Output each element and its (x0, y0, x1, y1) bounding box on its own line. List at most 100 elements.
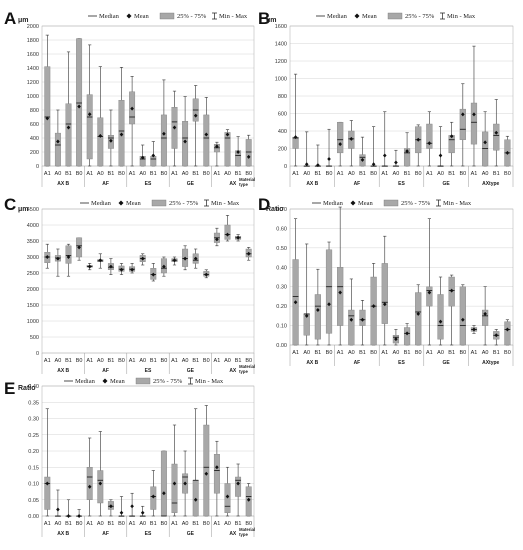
group-label: AF (102, 368, 109, 374)
box-a0 (482, 286, 489, 346)
x-tick-label: B0 (326, 350, 333, 356)
y-tick-label: 0.70 (276, 207, 287, 213)
panel-b: Bμm 0 200 400 600 800 1000 1200 1400 1600 A1 A0 B1 B0… (258, 9, 514, 187)
group-extra-word: type (239, 369, 248, 374)
iqr-box (86, 94, 93, 160)
legend-mean-swatch (126, 13, 132, 19)
mean-marker (77, 104, 81, 109)
group-label: AF (354, 360, 361, 366)
legend-median-label: Median (327, 13, 348, 20)
mean-marker (56, 256, 60, 261)
mean-marker (130, 504, 134, 509)
y-tick-label: 1000 (275, 77, 287, 83)
box-a1 (171, 90, 178, 167)
x-tick-label: A0 (139, 521, 146, 527)
mean-marker (183, 481, 187, 486)
group-label: AXtype (482, 181, 499, 187)
y-tick-label: 1400 (275, 42, 287, 48)
group-label: AF (102, 181, 109, 187)
iqr-box (160, 114, 167, 167)
x-tick-label: A0 (224, 521, 231, 527)
group-label: ES (145, 531, 152, 537)
mean-marker (461, 317, 465, 322)
box-a1 (171, 424, 178, 517)
box-b0 (370, 126, 377, 167)
y-tick-label: 1600 (27, 52, 39, 58)
y-tick-label: 0.30 (276, 285, 287, 291)
iqr-box (245, 139, 252, 167)
iqr-box (470, 102, 478, 145)
y-tick-label: 600 (278, 112, 287, 118)
mean-marker (472, 327, 476, 332)
x-tick-label: A0 (393, 350, 400, 356)
group-label: GE (187, 531, 195, 537)
group-label: AF (102, 531, 109, 537)
iqr-box (171, 463, 178, 513)
x-tick-label: A0 (97, 521, 104, 527)
y-tick-label: 0.00 (276, 343, 287, 349)
y-tick-label: 500 (30, 335, 39, 341)
x-tick-label: B0 (76, 358, 83, 364)
x-tick-label: B0 (118, 171, 125, 177)
box-a1 (426, 218, 433, 346)
mean-marker (109, 264, 113, 269)
x-tick-label: B0 (459, 171, 466, 177)
iqr-box (325, 249, 333, 334)
box-b0 (203, 269, 210, 279)
box-a1 (292, 73, 299, 167)
box-b1 (65, 51, 72, 167)
box-b0 (325, 128, 333, 167)
x-tick-label: B0 (326, 171, 333, 177)
x-tick-label: B1 (65, 521, 72, 527)
x-tick-label: B1 (192, 171, 199, 177)
y-axis-unit: μm (266, 17, 277, 24)
box-a1 (44, 408, 51, 517)
box-a1 (292, 218, 299, 346)
x-tick-label: B0 (415, 350, 422, 356)
mean-marker (204, 471, 209, 476)
group-extra-word: Material (239, 177, 255, 182)
mean-marker (427, 290, 432, 295)
x-tick-label: B1 (150, 521, 157, 527)
x-tick-label: A1 (337, 350, 344, 356)
box-a0 (348, 120, 355, 167)
mean-marker (236, 235, 240, 240)
legend-iqr-label: 25% - 75% (405, 13, 435, 20)
x-tick-label: B0 (370, 350, 377, 356)
iqr-box (426, 123, 433, 149)
group-label: AX (229, 181, 237, 187)
mean-marker (119, 267, 124, 272)
mean-marker (183, 139, 187, 144)
mean-marker (416, 137, 421, 142)
y-tick-label: 3000 (27, 255, 39, 261)
mean-marker (162, 264, 166, 269)
mean-marker (327, 302, 331, 307)
group-label: ES (398, 181, 405, 187)
x-tick-label: B1 (235, 171, 242, 177)
box-a0 (182, 450, 189, 517)
x-tick-label: B1 (315, 350, 322, 356)
x-tick-label: A1 (86, 521, 93, 527)
box-a1 (337, 206, 344, 346)
mean-marker (56, 507, 60, 512)
mean-marker (66, 514, 71, 518)
y-axis-unit: μm (18, 17, 29, 24)
x-tick-label: B0 (245, 521, 252, 527)
mean-marker (449, 134, 454, 139)
mean-marker (109, 138, 113, 143)
legend: Median Mean 25% - 75% Min - Max (88, 12, 248, 20)
iqr-box (150, 155, 157, 167)
iqr-box (203, 114, 210, 167)
x-tick-label: A1 (292, 171, 299, 177)
mean-marker (246, 251, 251, 256)
iqr-box (370, 276, 377, 346)
x-tick-label: A0 (303, 350, 310, 356)
x-tick-label: B0 (118, 358, 125, 364)
mean-marker (45, 481, 50, 486)
y-tick-label: 1500 (27, 303, 39, 309)
y-axis-unit: Ratio (18, 385, 36, 392)
group-label: GE (187, 368, 195, 374)
box-b0 (504, 319, 511, 346)
y-tick-label: 1200 (275, 59, 287, 65)
